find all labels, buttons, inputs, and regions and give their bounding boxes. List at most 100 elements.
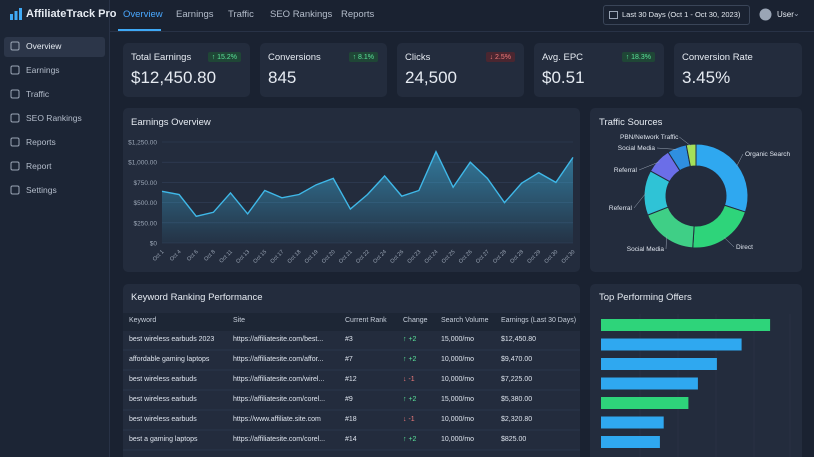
table-cell: 10,000/mo [441,436,475,443]
top-border [110,31,814,32]
logo-icon [10,8,22,20]
sidebar-item[interactable]: Traffic [26,89,50,99]
x-tick-label: Oct 18 [287,249,303,265]
donut-label: Referral [609,205,633,212]
y-tick-label: $1,250.00 [128,140,157,147]
donut-label: Social Media [618,145,656,152]
kpi-title: Total Earnings [131,52,192,63]
table-cell: #7 [345,356,353,363]
nav-tab[interactable]: Reports [341,9,375,20]
table-cell: best wireless earbuds 2023 [129,336,215,343]
x-tick-label: Oct 30 [544,249,560,265]
donut-label: Referral [614,167,638,174]
x-tick-label: Oct 26 [458,249,474,265]
kpi-value: 845 [268,68,297,87]
table-cell: ↑ +2 [403,356,417,363]
x-tick-label: Oct 30 [561,249,577,265]
traffic-chart: Organic Search Direct Social Media Referral… [609,134,791,253]
sidebar-icon [10,185,20,195]
table-cell: ↑ +2 [403,336,417,343]
table-header: Keyword [129,317,157,324]
leader-line [633,192,647,209]
nav-tab[interactable]: SEO Rankings [270,9,333,20]
sidebar-item[interactable]: Reports [26,137,56,147]
sidebar-item[interactable]: SEO Rankings [26,113,82,123]
x-tick-label: Oct 15 [252,249,268,265]
x-tick-label: Oct 28 [492,249,508,265]
date-button[interactable] [603,5,750,25]
sidebar-item[interactable]: Overview [26,41,62,51]
table-header: Current Rank [345,317,387,324]
sidebar-icon [10,113,20,123]
table-cell: ↓ -1 [403,376,415,383]
bar [601,319,771,331]
sidebar-item[interactable]: Earnings [26,65,60,75]
table-header: Change [403,317,428,324]
table-header: Earnings (Last 30 Days) [501,317,577,324]
donut-label: Organic Search [745,151,791,158]
nav-tab[interactable]: Earnings [176,9,214,20]
earnings-card [123,108,580,272]
sidebar-icon [10,89,20,99]
donut-label: PBN/Network Traffic [620,134,679,141]
x-tick-label: Oct 13 [235,249,251,265]
sidebar: AffiliateTrack Pro [0,0,116,457]
table-cell: https://affiliatesite.com/affor... [233,356,324,363]
calendar-icon [609,11,618,19]
table-cell: $7,225.00 [501,376,533,383]
table-cell: $2,320.80 [501,416,533,423]
leader-line [723,237,735,248]
chevron: ⌄ [793,9,800,18]
user-avatar[interactable] [759,8,772,21]
table-cell: https://www.affiliate.site.com [233,416,321,423]
table-cell: 10,000/mo [441,416,475,423]
kpi-value: $12,450.80 [131,68,217,87]
bar [601,338,742,351]
chart-title: Earnings Overview [131,117,211,128]
x-tick-label: Oct 4 [169,249,183,263]
table-cell: #3 [345,336,353,343]
kpi-title: Conversions [268,52,321,63]
sidebar-icon [10,65,20,75]
table-cell: best wireless earbuds [129,416,197,423]
nav-tab[interactable]: Traffic [228,9,254,20]
table-cell: $9,470.00 [501,356,533,363]
bar [601,416,664,429]
table-cell: https://affiliatesite.com/wirel... [233,376,325,383]
bar [601,377,698,390]
donut-segment [695,143,749,213]
table-cell: ↑ +2 [403,396,417,403]
y-tick-label: $500.00 [134,200,158,207]
table-cell: ↓ -1 [403,416,415,423]
line [161,150,574,218]
bar [601,436,660,448]
table-cell: ↑ +2 [403,436,417,443]
x-tick-label: Oct 19 [304,249,320,265]
date-range[interactable]: Last 30 Days (Oct 1 - Oct 30, 2023) [622,10,741,19]
x-tick-label: Oct 24 [424,249,440,265]
tab-underline [118,29,161,31]
offers-chart [601,314,791,457]
kpi-change: ↑ 18.3% [621,52,655,62]
active-item-bg [4,37,105,57]
y-tick-label: $250.00 [134,220,158,227]
y-tick-label: $1,000.00 [128,160,157,167]
sidebar-icons [10,41,20,195]
x-tick-label: Oct 1 [152,249,166,263]
nav-tab[interactable]: Overview [123,9,163,20]
sidebar-icon [10,161,20,171]
table-cell: 15,000/mo [441,396,475,403]
leader-line [638,161,660,171]
table-cell: $825.00 [501,436,527,443]
table-cell: https://affiliatesite.com/corel... [233,396,326,403]
table-header: Search Volume [441,317,489,324]
x-tick-label: Oct 11 [219,249,234,264]
table-cell: best wireless earbuds [129,396,197,403]
y-tick-label: $0 [150,241,158,248]
table-cell: #12 [345,376,357,383]
sidebar-item[interactable]: Report [26,161,52,171]
user-menu[interactable]: User [777,10,794,19]
sidebar-item[interactable]: Settings [26,185,57,195]
table-cell: 15,000/mo [441,336,475,343]
table-cell: 10,000/mo [441,376,475,383]
